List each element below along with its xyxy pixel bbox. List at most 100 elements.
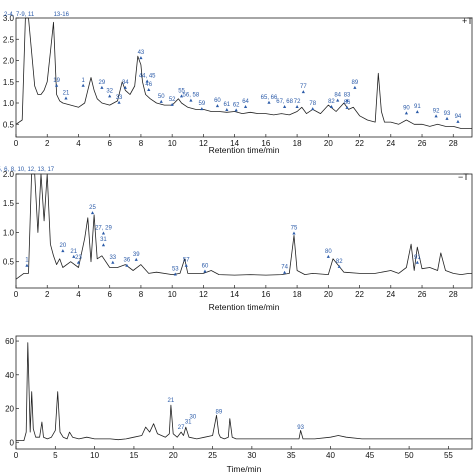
peak-label: 89 xyxy=(352,80,359,86)
peak-label: 89 xyxy=(215,410,222,416)
peak-label: 84 xyxy=(334,93,341,99)
peak-marker xyxy=(345,105,349,109)
peak-marker xyxy=(283,270,287,274)
x-tick-label: 18 xyxy=(293,290,302,299)
peak-marker xyxy=(234,108,238,112)
peak-marker xyxy=(55,83,59,87)
peak-label: 33 xyxy=(116,95,123,101)
peak-marker xyxy=(64,96,68,100)
peak-label: 91 xyxy=(414,255,421,261)
peak-label: 31 xyxy=(185,420,192,426)
x-tick-label: 22 xyxy=(355,139,364,148)
x-tick-label: 20 xyxy=(324,290,333,299)
x-tick-label: 0 xyxy=(14,451,19,460)
x-tick-label: 6 xyxy=(107,290,112,299)
peak-label: 20 xyxy=(60,243,67,249)
peak-label: 50 xyxy=(158,94,165,100)
peak-label: 60 xyxy=(202,264,209,270)
peak-marker xyxy=(108,94,112,98)
x-axis-label-top: Retention time/min xyxy=(209,145,280,155)
peak-marker xyxy=(225,107,229,111)
x-axis-label-middle: Retention time/min xyxy=(209,302,280,312)
panel-label-top: +T xyxy=(462,16,473,26)
peak-marker xyxy=(415,110,419,114)
peak-label: 75 xyxy=(291,226,298,232)
y-tick-label: 60 xyxy=(5,337,14,346)
y-tick-label: 2.5 xyxy=(3,35,15,44)
x-tick-label: 2 xyxy=(45,139,50,148)
peak-marker xyxy=(72,254,76,258)
plot-frame xyxy=(15,173,473,289)
x-tick-label: 10 xyxy=(90,451,99,460)
peak-marker xyxy=(117,100,121,104)
peak-marker xyxy=(139,56,143,60)
peak-marker xyxy=(456,119,460,123)
x-axis-label-bottom: Time/min xyxy=(227,464,262,474)
peak-marker xyxy=(170,102,174,106)
peak-label: 53 xyxy=(172,266,179,272)
peak-label: 31 xyxy=(100,237,107,243)
peak-marker xyxy=(101,231,106,235)
x-tick-label: 6 xyxy=(107,139,112,148)
peak-label: 39 xyxy=(133,252,140,258)
x-tick-label: 2 xyxy=(45,290,50,299)
y-tick-label: 1.0 xyxy=(3,99,15,108)
peak-marker xyxy=(203,269,207,273)
y-tick-label: 0.5 xyxy=(3,120,15,129)
peak-label: 44, 45 xyxy=(139,74,156,80)
chromatogram-trace xyxy=(16,342,472,442)
chromatogram-trace xyxy=(15,17,472,129)
peak-marker xyxy=(283,105,287,108)
chart-panel-middle: −T Retention time/min 0 2 4 6 8 10 12 14 16 18 20 2… xyxy=(0,167,473,312)
peak-label: 64 xyxy=(242,99,249,105)
peak-label: 30 xyxy=(190,415,197,421)
peak-marker xyxy=(345,98,349,102)
peak-label: 67, 68 xyxy=(276,99,293,105)
peak-marker xyxy=(90,211,95,215)
x-tick-label: 28 xyxy=(449,290,458,299)
peak-marker xyxy=(100,85,104,89)
x-tick-label: 30 xyxy=(247,451,256,460)
peak-marker xyxy=(415,260,419,264)
peak-label: 82 xyxy=(328,99,335,105)
peak-marker xyxy=(145,79,149,83)
peak-label: 27, 29 xyxy=(95,226,112,232)
x-tick-label: 22 xyxy=(355,290,364,299)
peak-marker xyxy=(295,105,299,108)
peak-label: 86 xyxy=(344,100,351,106)
x-tick-label: 20 xyxy=(169,451,178,460)
x-tick-label: 18 xyxy=(293,139,302,148)
peak-marker xyxy=(267,100,271,104)
peak-marker xyxy=(179,94,184,98)
peak-marker xyxy=(81,83,85,87)
peak-marker xyxy=(25,263,29,267)
x-tick-label: 24 xyxy=(386,139,395,148)
plot-frame xyxy=(15,17,473,138)
y-tick-label: 1.5 xyxy=(3,199,15,208)
peak-marker xyxy=(76,260,81,264)
y-tick-label: 1.5 xyxy=(3,78,15,87)
peak-label: 2, 3, 5, 6, 8, 10, 12, 13, 17 xyxy=(0,167,55,173)
peak-marker xyxy=(189,98,193,102)
y-tick-label: 0.5 xyxy=(3,258,15,267)
peak-label: 55 xyxy=(178,88,185,94)
peak-label: 34 xyxy=(122,80,129,86)
x-tick-label: 20 xyxy=(324,139,333,148)
peak-marker xyxy=(134,257,138,261)
peak-marker xyxy=(200,107,204,111)
peak-label: 62 xyxy=(233,102,240,108)
chart-panel-bottom: Time/min 0 5 10 15 20 25 30 35 40 45 50 55 0 20 40 60 21… xyxy=(5,335,473,474)
peak-marker xyxy=(111,260,115,264)
peak-label: 52 xyxy=(169,97,176,103)
peak-label: 1 xyxy=(81,78,85,84)
peak-marker xyxy=(329,105,334,108)
peak-marker xyxy=(184,263,188,267)
peak-marker xyxy=(243,105,248,108)
x-tick-label: 4 xyxy=(76,290,81,299)
x-tick-label: 26 xyxy=(418,139,427,148)
x-tick-label: 16 xyxy=(261,139,270,148)
x-tick-label: 5 xyxy=(53,451,58,460)
x-tick-label: 35 xyxy=(287,451,296,460)
peak-marker xyxy=(101,243,106,247)
peak-label: 61 xyxy=(223,102,230,108)
